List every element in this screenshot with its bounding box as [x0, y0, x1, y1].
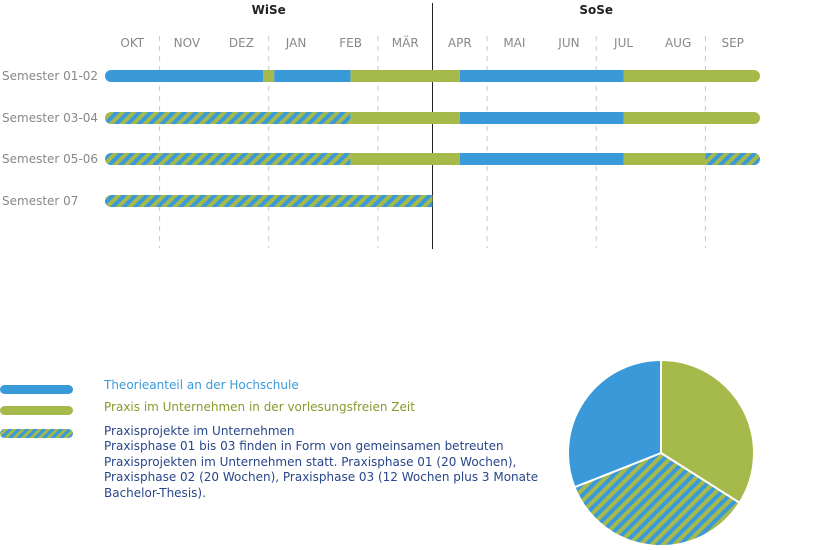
legend-label-project: Praxisprojekte im Unternehmen — [104, 424, 295, 438]
month-label-jul: JUL — [613, 36, 633, 50]
bar-segment-project — [111, 153, 351, 165]
bar-segment-theory — [459, 112, 624, 124]
month-label-aug: AUG — [665, 36, 691, 50]
row-label-2: Semester 03-04 — [2, 111, 98, 125]
row-label-1: Semester 01-02 — [2, 69, 98, 83]
bar-segment-project — [705, 153, 754, 165]
bar-row-4 — [105, 195, 433, 207]
legend-desc-line-3: Praxisphase 02 (20 Wochen), Praxisphase … — [104, 470, 539, 484]
month-label-sep: SEP — [721, 36, 743, 50]
bar-segment-practice — [623, 70, 754, 82]
bar-row-2 — [105, 112, 760, 124]
legend-swatch-theory — [0, 385, 73, 394]
bar-row-1 — [105, 70, 760, 82]
month-label-feb: FEB — [339, 36, 362, 50]
bar-segment-theory — [111, 70, 264, 82]
bar-segment-practice — [350, 112, 460, 124]
season-label-sose: SoSe — [579, 3, 613, 17]
legend-swatch-practice — [0, 406, 73, 415]
legend-desc-line-2: Praxisprojekten im Unternehmen statt. Pr… — [104, 454, 517, 469]
bar-segment-practice — [263, 70, 275, 82]
bar-segment-theory — [274, 70, 351, 82]
month-label-mär: MÄR — [392, 35, 419, 50]
legend-item-theory: Theorieanteil an der Hochschule — [0, 378, 540, 400]
legend-desc-line-4: Bachelor-Thesis). — [104, 485, 206, 500]
row-label-4: Semester 07 — [2, 194, 78, 208]
month-label-mai: MAI — [503, 36, 525, 50]
month-label-okt: OKT — [120, 36, 144, 50]
legend-item-project: Praxisprojekte im Unternehmen Praxisphas… — [0, 424, 540, 501]
legend-swatch-project — [0, 429, 73, 438]
season-label-wise: WiSe — [252, 3, 286, 17]
pie-slice-project — [573, 451, 741, 547]
legend-item-practice: Praxis im Unternehmen in der vorlesungsf… — [0, 400, 540, 424]
bar-segment-practice — [350, 153, 460, 165]
legend: Theorieanteil an der Hochschule Praxis i… — [0, 378, 540, 501]
bar-segment-practice — [350, 70, 460, 82]
legend-label-practice: Praxis im Unternehmen in der vorlesungsf… — [104, 400, 415, 414]
bar-segment-project — [111, 112, 351, 124]
bar-segment-practice — [623, 112, 754, 124]
month-label-apr: APR — [448, 36, 472, 50]
legend-label-theory: Theorieanteil an der Hochschule — [104, 378, 299, 392]
month-label-jun: JUN — [557, 36, 579, 50]
month-label-jan: JAN — [285, 36, 307, 50]
legend-desc-line-1: Praxisphase 01 bis 03 finden in Form von… — [104, 439, 504, 453]
pie-slice-theory — [567, 358, 662, 489]
month-label-nov: NOV — [174, 36, 201, 50]
bar-segment-practice — [623, 153, 706, 165]
bar-segment-theory — [459, 70, 624, 82]
row-label-3: Semester 05-06 — [2, 152, 98, 166]
month-label-dez: DEZ — [229, 36, 254, 50]
bar-segment-project — [111, 195, 433, 207]
bar-segment-theory — [459, 153, 624, 165]
bar-row-3 — [105, 153, 760, 165]
